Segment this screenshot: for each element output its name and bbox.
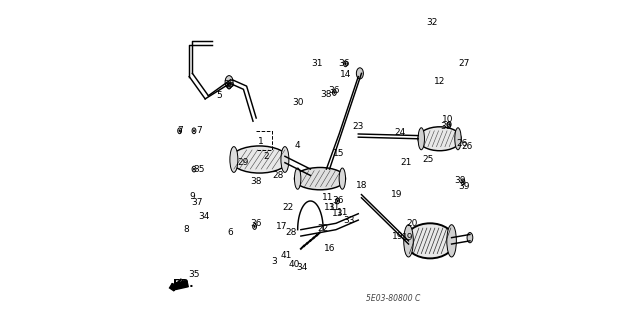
Text: 7: 7 xyxy=(196,126,202,135)
Ellipse shape xyxy=(193,168,195,170)
Ellipse shape xyxy=(418,127,461,151)
Text: 5E03-80800 C: 5E03-80800 C xyxy=(366,294,420,303)
Text: 3: 3 xyxy=(271,257,276,266)
Text: 15: 15 xyxy=(333,149,345,158)
Text: 34: 34 xyxy=(198,212,209,221)
Text: 30: 30 xyxy=(292,98,303,107)
Ellipse shape xyxy=(230,146,288,173)
Ellipse shape xyxy=(294,167,346,190)
Ellipse shape xyxy=(225,76,233,88)
Ellipse shape xyxy=(455,128,461,150)
FancyArrow shape xyxy=(170,281,188,291)
Ellipse shape xyxy=(333,92,335,94)
Text: 36: 36 xyxy=(338,59,349,68)
Text: 28: 28 xyxy=(285,228,297,237)
Text: 33: 33 xyxy=(343,216,355,225)
Text: 4: 4 xyxy=(295,141,301,150)
Text: 39: 39 xyxy=(440,122,452,130)
Text: 11: 11 xyxy=(328,203,340,212)
Text: 12: 12 xyxy=(434,77,445,86)
Text: 36: 36 xyxy=(250,219,262,228)
Text: 9: 9 xyxy=(189,192,195,201)
Text: 26: 26 xyxy=(456,139,468,148)
Text: 2: 2 xyxy=(263,152,269,161)
Text: 29: 29 xyxy=(237,158,249,167)
Text: 40: 40 xyxy=(288,260,300,269)
Text: 28: 28 xyxy=(273,171,284,180)
Text: 18: 18 xyxy=(356,181,367,189)
Ellipse shape xyxy=(404,225,413,257)
Text: 8: 8 xyxy=(183,225,189,234)
Text: 11: 11 xyxy=(337,208,348,217)
Text: 19: 19 xyxy=(392,232,404,241)
Text: 19: 19 xyxy=(391,190,403,199)
Text: 13: 13 xyxy=(324,203,335,212)
Text: 22: 22 xyxy=(317,224,329,233)
Text: 34: 34 xyxy=(297,263,308,272)
Text: 38: 38 xyxy=(250,177,262,186)
Text: 31: 31 xyxy=(311,59,323,68)
Ellipse shape xyxy=(447,225,456,257)
Ellipse shape xyxy=(230,147,238,172)
Text: 36: 36 xyxy=(332,197,343,205)
Text: 5: 5 xyxy=(216,91,222,100)
Text: 21: 21 xyxy=(401,158,412,167)
Text: 32: 32 xyxy=(426,18,437,27)
Text: 25: 25 xyxy=(423,155,434,164)
Text: 11: 11 xyxy=(322,193,333,202)
Text: 37: 37 xyxy=(191,198,203,207)
Text: 41: 41 xyxy=(281,251,292,260)
Ellipse shape xyxy=(281,147,289,172)
Ellipse shape xyxy=(449,123,450,126)
Text: 23: 23 xyxy=(353,122,364,130)
Ellipse shape xyxy=(462,181,464,183)
Text: 35: 35 xyxy=(188,270,200,279)
Text: 19: 19 xyxy=(402,233,413,242)
Ellipse shape xyxy=(345,63,346,65)
Text: 38: 38 xyxy=(321,90,332,99)
Text: 16: 16 xyxy=(324,244,335,253)
Text: 14: 14 xyxy=(340,70,351,79)
Text: 10: 10 xyxy=(442,115,453,124)
Text: 39: 39 xyxy=(454,176,466,185)
Ellipse shape xyxy=(467,233,473,243)
Text: 7: 7 xyxy=(177,126,182,135)
Text: 36: 36 xyxy=(328,86,340,95)
Text: FR.: FR. xyxy=(173,279,194,289)
Ellipse shape xyxy=(193,130,195,132)
Ellipse shape xyxy=(418,128,424,150)
Ellipse shape xyxy=(405,223,455,258)
Text: 1: 1 xyxy=(258,137,264,146)
Ellipse shape xyxy=(179,130,180,132)
Ellipse shape xyxy=(337,200,339,202)
Ellipse shape xyxy=(356,68,364,79)
Text: 27: 27 xyxy=(458,59,469,68)
Text: 13: 13 xyxy=(332,209,343,218)
Text: 26: 26 xyxy=(461,142,472,151)
Text: 39: 39 xyxy=(458,182,469,191)
Text: 17: 17 xyxy=(276,222,287,231)
Text: 6: 6 xyxy=(228,228,234,237)
Ellipse shape xyxy=(228,85,230,87)
Text: 22: 22 xyxy=(282,203,294,212)
Text: 24: 24 xyxy=(394,128,405,137)
Text: 35: 35 xyxy=(193,165,205,174)
Ellipse shape xyxy=(339,168,346,189)
Text: 36: 36 xyxy=(223,80,235,89)
Ellipse shape xyxy=(294,168,301,189)
Text: 20: 20 xyxy=(407,219,418,228)
Ellipse shape xyxy=(254,225,255,228)
